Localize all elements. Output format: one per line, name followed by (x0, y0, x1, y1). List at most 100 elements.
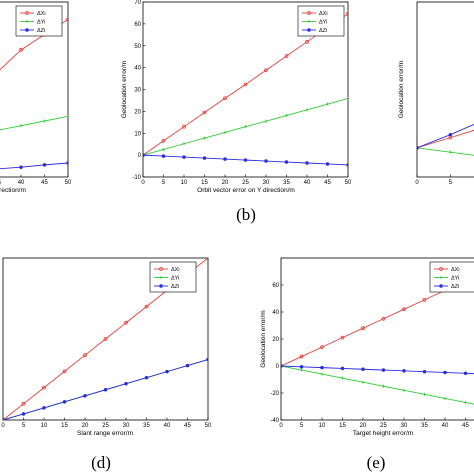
x-tick-label: 40 (18, 180, 25, 186)
data-point-0 (402, 307, 406, 312)
series-line-2 (0, 162, 68, 170)
x-tick-label: 0 (141, 180, 145, 186)
y-tick-label: 60 (134, 22, 141, 28)
y-tick-label: -10 (132, 175, 141, 181)
legend: ΔXi ΔYi ΔZi (15, 5, 63, 37)
legend-marker (25, 19, 29, 24)
data-point-1 (299, 368, 304, 372)
data-point-2 (66, 161, 68, 165)
data-point-2 (202, 156, 207, 160)
data-point-1 (305, 108, 309, 112)
data-point-2 (161, 154, 166, 158)
data-point-2 (443, 370, 447, 375)
plot-frame (416, 1, 474, 178)
data-point-2 (340, 366, 345, 371)
panel-b: 0 5 10 15 20 25 30 35 40 45 50-10010203040506070Or… (121, 0, 352, 224)
x-axis-title: Target height error/m (353, 430, 413, 437)
y-tick-label: 60 (272, 283, 279, 289)
data-point-1 (223, 130, 227, 134)
x-tick-label: 30 (401, 423, 408, 429)
x-tick-label: 10 (181, 180, 188, 186)
data-point-2 (124, 381, 128, 386)
legend-label: ΔYi (171, 276, 179, 282)
x-tick-label: 10 (319, 423, 326, 429)
legend-label: ΔXi (319, 11, 328, 17)
x-tick-label: 5 (449, 180, 453, 186)
data-point-2 (62, 400, 67, 404)
y-tick-label: 0 (276, 364, 280, 370)
legend-marker (159, 267, 163, 271)
data-point-1 (202, 136, 207, 140)
data-point-0 (62, 369, 67, 374)
data-point-2 (422, 369, 427, 374)
series-line-0 (143, 13, 348, 156)
y-tick-label: 20 (272, 337, 279, 343)
y-axis-title: Geolocation error/m (398, 61, 405, 118)
data-point-2 (21, 412, 26, 416)
x-tick-label: 0 (279, 423, 283, 429)
data-point-1 (182, 142, 186, 146)
legend-label: ΔYi (451, 276, 459, 282)
x-tick-label: 15 (201, 180, 208, 186)
legend-box (297, 5, 345, 37)
legend-marker (25, 11, 29, 15)
x-tick-label: 5 (300, 423, 304, 429)
series-group (417, 123, 474, 156)
data-point-0 (19, 47, 23, 52)
x-tick-label: 50 (345, 180, 352, 186)
data-point-2 (281, 364, 283, 368)
data-point-2 (402, 369, 406, 373)
legend-label: ΔXi (37, 11, 46, 17)
legend: ΔXi ΔYi ΔZi (149, 261, 197, 293)
data-point-1 (361, 380, 365, 384)
data-point-0 (161, 139, 166, 143)
data-point-1 (422, 392, 427, 396)
data-point-2 (42, 406, 46, 410)
data-point-2 (325, 162, 330, 166)
data-point-0 (21, 401, 26, 406)
x-tick-label: 30 (263, 180, 270, 186)
data-point-2 (83, 394, 87, 398)
x-tick-label: 20 (222, 180, 229, 186)
legend-label: ΔYi (319, 20, 327, 26)
legend-marker (439, 284, 443, 288)
data-point-0 (202, 110, 207, 115)
data-point-0 (124, 320, 128, 325)
y-tick-label: -20 (270, 391, 279, 397)
x-tick-label: 40 (442, 423, 449, 429)
data-point-0 (299, 354, 304, 359)
data-point-0 (83, 353, 87, 358)
data-point-1 (346, 96, 348, 101)
panel-label: (e) (367, 453, 386, 472)
series-group (0, 17, 68, 170)
data-point-1 (340, 376, 345, 380)
plot-frame (0, 1, 69, 178)
x-tick-label: 35 (0, 180, 2, 186)
x-axis-title: direction/m (0, 187, 26, 194)
legend-marker (307, 11, 311, 15)
x-axis-title: Slant range error/m (77, 430, 133, 437)
legend-marker (159, 275, 163, 280)
panel-d: 0 5 10 15 20 25 30 35 40 45 50 Slant range error/m Δ… (1, 257, 212, 472)
x-tick-label: 35 (421, 423, 428, 429)
data-point-1 (325, 102, 330, 106)
data-point-0 (305, 39, 309, 44)
series-line-1 (0, 115, 68, 131)
data-point-1 (161, 147, 166, 152)
series-group (3, 258, 208, 420)
legend-box (429, 261, 474, 293)
data-point-1 (381, 384, 386, 388)
x-tick-label: 50 (205, 423, 212, 429)
x-tick-label: 45 (324, 180, 331, 186)
y-axis-title: Geolocation error/m (260, 310, 267, 367)
legend-label: ΔZi (451, 284, 459, 290)
x-tick-label: 5 (162, 180, 166, 186)
data-point-2 (182, 155, 186, 159)
data-point-2 (320, 365, 324, 370)
x-tick-label: 20 (360, 423, 367, 429)
series-line-0 (417, 129, 474, 149)
data-point-0 (144, 304, 149, 309)
y-axis-title: Geolocation error/m (121, 61, 128, 118)
data-point-2 (165, 369, 169, 374)
